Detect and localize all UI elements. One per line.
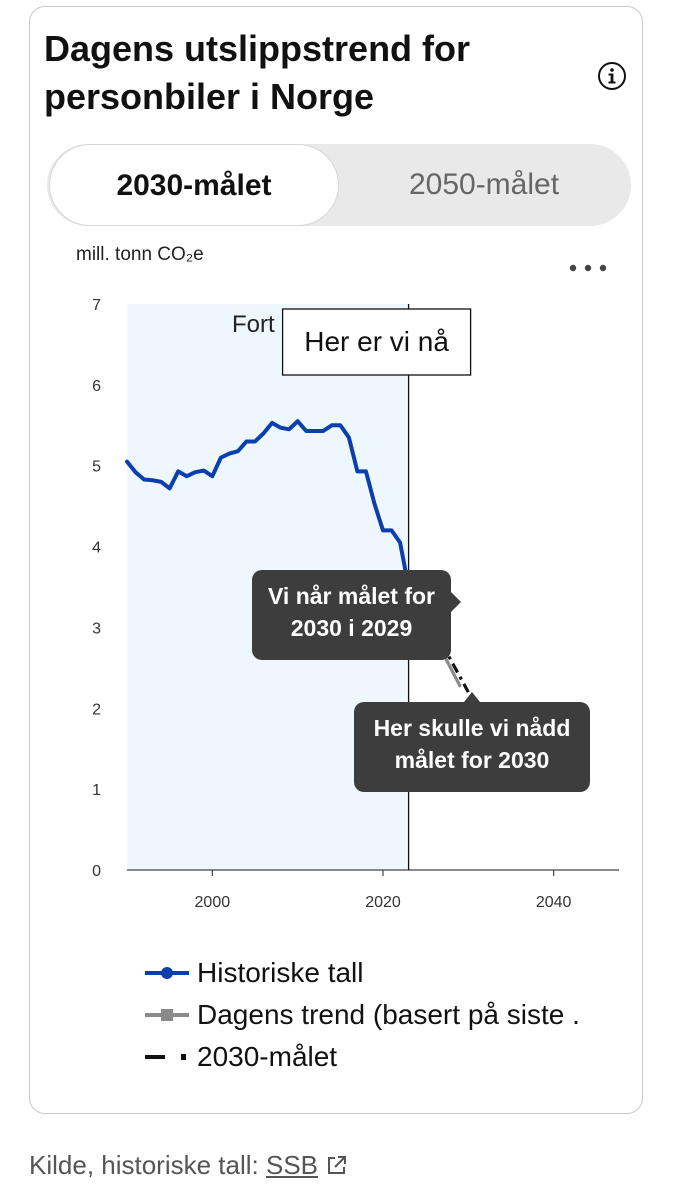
source-link-ssb[interactable]: SSB [265, 1150, 319, 1180]
annotation-text-line: 2030 i 2029 [291, 615, 413, 641]
goal-toggle: 2050-målet 2030-målet [47, 144, 631, 226]
x-tick-label: 2000 [195, 894, 231, 911]
y-tick-label: 3 [92, 620, 101, 637]
y-tick-label: 2 [92, 701, 101, 718]
legend-label-current-trend: Dagens trend (basert på siste . [197, 999, 580, 1030]
annotation-text-line: Vi når målet for [268, 583, 435, 609]
annotation-text-line: Her skulle vi nådd [374, 715, 571, 741]
chart-card: Dagens utslippstrend for personbiler i N… [29, 6, 643, 1114]
more-horizontal-icon[interactable] [566, 261, 610, 275]
annotation-should-reach-goal: Her skulle vi nådd målet for 2030 [354, 692, 590, 792]
legend-label-2030-goal: 2030-målet [197, 1041, 338, 1072]
annotation-box [354, 702, 590, 792]
legend-label-historical: Historiske tall [197, 957, 364, 988]
source-note: Kilde, historiske tall: SSB [29, 1150, 348, 1181]
y-tick-label: 1 [92, 782, 101, 799]
y-axis-unit-label: mill. tonn CO₂e [76, 244, 204, 265]
y-tick-label: 6 [92, 378, 101, 395]
annotation-tail [451, 592, 461, 612]
tab-2030-goal[interactable]: 2030-målet [49, 144, 339, 226]
legend-swatch-2030-goal [145, 1054, 186, 1060]
info-circle-icon[interactable] [597, 61, 627, 91]
now-marker-label-text: Her er vi nå [304, 326, 449, 357]
now-marker-label-box [281, 308, 472, 376]
annotation-tail [464, 692, 480, 702]
source-prefix: Kilde, historiske tall: [29, 1150, 266, 1180]
tab-2050-goal[interactable]: 2050-målet [408, 168, 560, 201]
external-link-icon[interactable] [326, 1154, 348, 1176]
y-tick-label: 7 [92, 297, 101, 314]
annotation-box [252, 570, 451, 660]
emissions-chart: Fort 0 1 2 3 4 5 6 7 2000 2020 2040 Her er vi nå Vi n… [92, 297, 619, 911]
legend-swatch-current-trend [145, 1009, 189, 1021]
x-tick-label: 2020 [365, 894, 401, 911]
legend-swatch-historical [145, 967, 189, 979]
annotation-reach-goal: Vi når målet for 2030 i 2029 [252, 570, 461, 660]
y-tick-label: 5 [92, 459, 101, 476]
now-marker-label: Her er vi nå [281, 308, 472, 376]
series-historical-line [125, 419, 411, 589]
chart-title: Dagens utslippstrend for personbiler i N… [44, 28, 471, 117]
annotation-text-line: målet for 2030 [395, 747, 550, 773]
y-tick-label: 4 [92, 540, 101, 557]
y-tick-label: 0 [92, 863, 101, 880]
x-tick-label: 2040 [536, 894, 572, 911]
shaded-region-label: Fort [232, 311, 275, 338]
